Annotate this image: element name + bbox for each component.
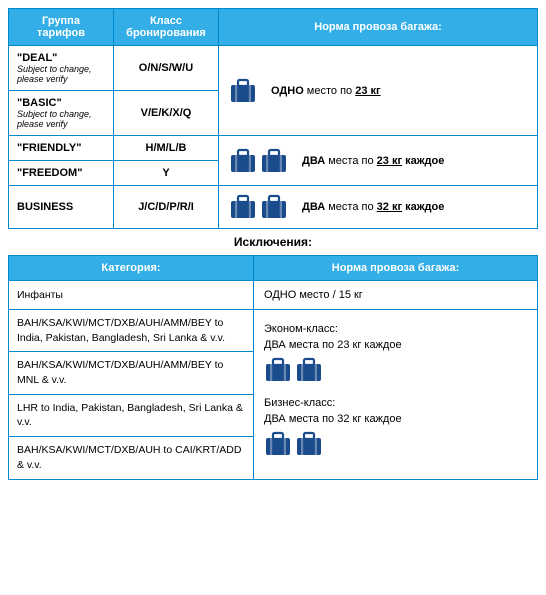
table-row: "FRIENDLY" H/M/L/B ДВА места по 23 кг ка… [9,136,538,161]
header-tariff: Группа тарифов [9,9,114,46]
category-cell: LHR to India, Pakistan, Bangladesh, Sri … [9,394,254,436]
booking-class: Y [114,161,219,186]
tariff-name: "DEAL" [17,52,105,64]
suitcase-icon [295,357,323,383]
suitcase-icon [229,78,257,104]
suitcase-icon [260,148,288,174]
suitcase-icon [264,357,292,383]
exc-baggage-cell: ОДНО место / 15 кг [254,281,538,310]
tariff-name: "FRIENDLY" [17,142,105,154]
table-row: Инфанты ОДНО место / 15 кг [9,281,538,310]
baggage-text: ДВА места по 32 кг каждое [302,201,444,213]
tariff-note: Subject to change, please verify [17,109,105,129]
exceptions-table: Категория: Норма провоза багажа: Инфанты… [8,255,538,480]
suitcase-icon [260,194,288,220]
category-cell: BAH/KSA/KWI/MCT/DXB/AUH/AMM/BEY to MNL &… [9,352,254,394]
header-class: Класс бронирования [114,9,219,46]
exceptions-heading: Исключения: [8,229,538,255]
booking-class: O/N/S/W/U [114,46,219,91]
baggage-text: ОДНО место по 23 кг [271,85,381,97]
suitcase-icons [229,194,288,220]
business-label: Бизнес-класс: [264,397,527,409]
category-cell: BAH/KSA/KWI/MCT/DXB/AUH/AMM/BEY to India… [9,310,254,352]
tariff-name: "FREEDOM" [17,167,105,179]
table-row: BUSINESS J/C/D/P/R/I ДВА места по 32 кг … [9,186,538,229]
economy-text: ДВА места по 23 кг каждое [264,339,527,351]
suitcase-icons [264,357,527,383]
economy-label: Эконом-класс: [264,323,527,335]
table-row: "DEAL" Subject to change, please verify … [9,46,538,91]
exc-baggage-cell: Эконом-класс: ДВА места по 23 кг каждое … [254,310,538,480]
header-category: Категория: [9,256,254,281]
suitcase-icons [229,148,288,174]
main-tariff-table: Группа тарифов Класс бронирования Норма … [8,8,538,229]
suitcase-icon [229,148,257,174]
booking-class: V/E/K/X/Q [114,91,219,136]
tariff-note: Subject to change, please verify [17,64,105,84]
suitcase-icon [295,431,323,457]
baggage-text: ДВА места по 23 кг каждое [302,155,444,167]
header-exc-baggage: Норма провоза багажа: [254,256,538,281]
booking-class: H/M/L/B [114,136,219,161]
baggage-cell: ДВА места по 23 кг каждое [219,136,538,186]
suitcase-icon [264,431,292,457]
suitcase-icons [264,431,527,457]
table-row: BAH/KSA/KWI/MCT/DXB/AUH/AMM/BEY to India… [9,310,538,352]
baggage-cell: ОДНО место по 23 кг [219,46,538,136]
category-cell: Инфанты [9,281,254,310]
header-baggage: Норма провоза багажа: [219,9,538,46]
suitcase-icons [229,78,257,104]
booking-class: J/C/D/P/R/I [114,186,219,229]
tariff-name: BUSINESS [17,201,105,213]
business-text: ДВА места по 32 кг каждое [264,413,527,425]
category-cell: BAH/KSA/KWI/MCT/DXB/AUH to CAI/KRT/ADD &… [9,437,254,479]
tariff-name: "BASIC" [17,97,105,109]
suitcase-icon [229,194,257,220]
baggage-cell: ДВА места по 32 кг каждое [219,186,538,229]
